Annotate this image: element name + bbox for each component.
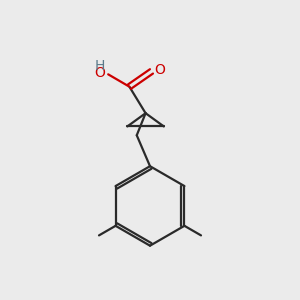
Text: O: O [94,66,105,80]
Text: O: O [154,63,165,77]
Text: H: H [94,59,104,73]
